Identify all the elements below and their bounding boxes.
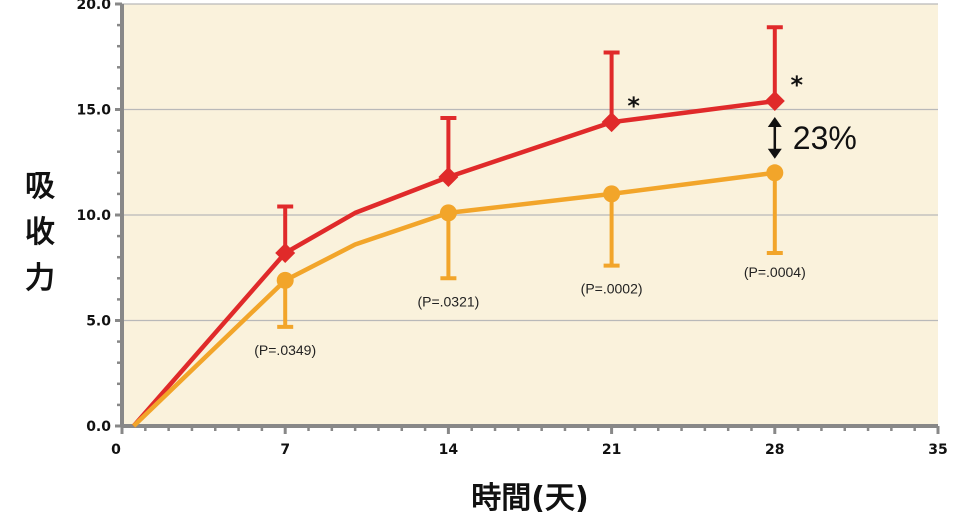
- x-tick-label: 0: [111, 442, 121, 458]
- y-tick-label: 0.0: [86, 419, 111, 435]
- data-point-diamond: [764, 91, 785, 112]
- p-value-label: (P=.0002): [581, 281, 643, 297]
- p-value-label: (P=.0349): [254, 342, 316, 358]
- data-point-diamond: [438, 167, 459, 188]
- y-tick-label: 10.0: [76, 208, 111, 224]
- series-circle: [132, 164, 784, 428]
- x-axis-label: 時間(天): [471, 481, 588, 516]
- difference-arrow-head-down: [767, 148, 782, 159]
- data-point-circle: [439, 204, 457, 222]
- x-tick-label: 35: [928, 442, 947, 458]
- x-tick-label: 21: [602, 442, 621, 458]
- difference-arrow-head-up: [767, 117, 782, 128]
- y-tick-label: 5.0: [86, 314, 111, 330]
- data-point-diamond: [275, 242, 296, 263]
- difference-label: 23%: [793, 120, 857, 156]
- data-point-circle: [276, 271, 294, 289]
- y-tick-label: 15.0: [76, 103, 111, 119]
- x-tick-label: 28: [765, 442, 784, 458]
- data-point-circle: [766, 164, 784, 182]
- p-value-label: (P=.0321): [417, 293, 479, 309]
- significance-star: *: [627, 92, 640, 120]
- series-line: [132, 170, 776, 428]
- y-tick-label: 20.0: [76, 0, 111, 13]
- p-value-label: (P=.0004): [744, 264, 806, 280]
- series-diamond: [132, 25, 785, 428]
- y-axis-label: 吸收力: [25, 169, 55, 296]
- data-point-diamond: [601, 112, 622, 133]
- data-point-circle: [603, 185, 621, 203]
- series-line: [132, 98, 776, 428]
- significance-star: *: [791, 71, 804, 99]
- x-tick-label: 14: [439, 442, 459, 458]
- x-tick-label: 7: [280, 442, 290, 458]
